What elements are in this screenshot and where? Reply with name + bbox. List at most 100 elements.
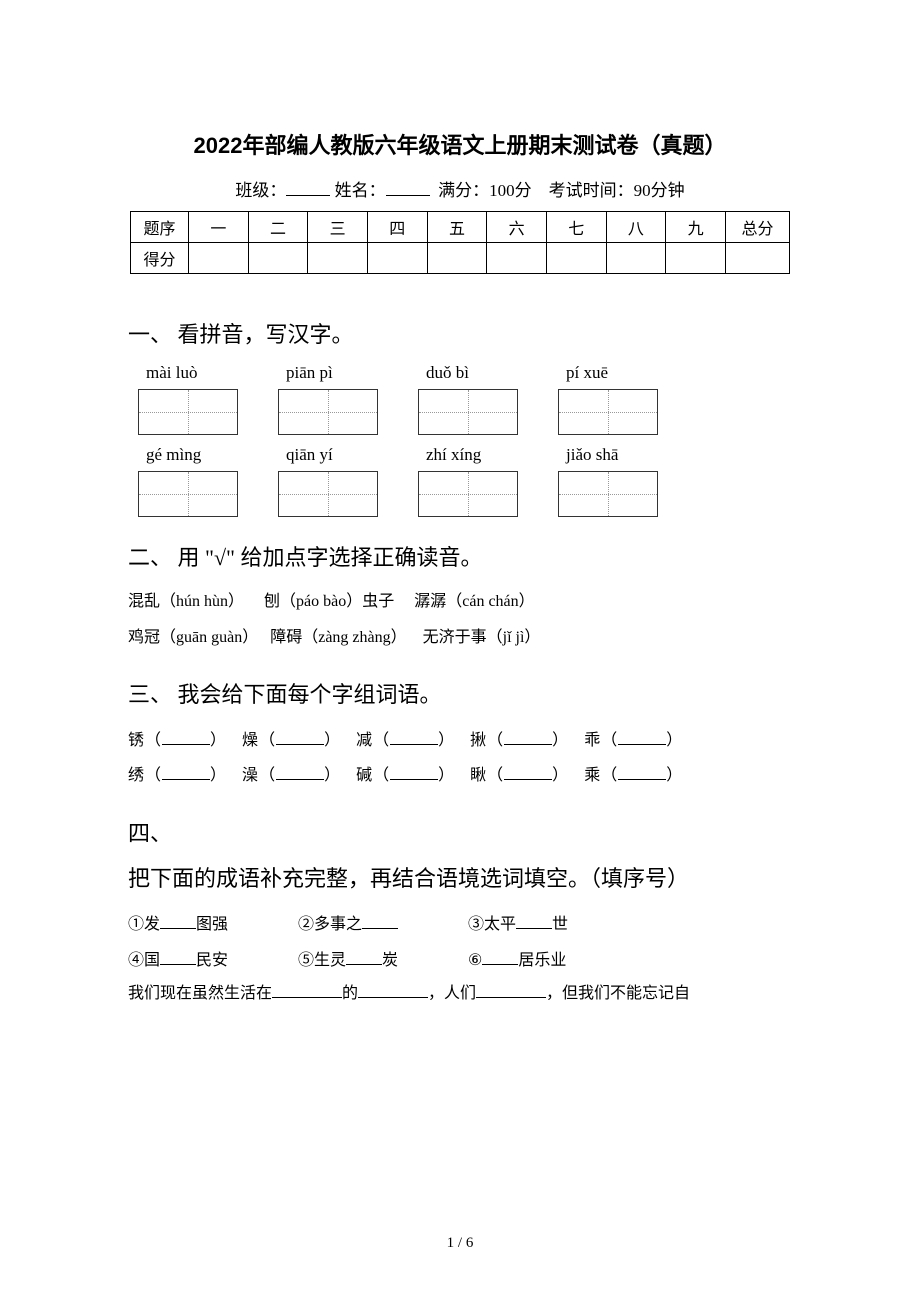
pinyin-label: mài luò bbox=[146, 363, 246, 383]
char-box[interactable] bbox=[278, 389, 378, 435]
cell[interactable] bbox=[308, 243, 368, 274]
char-box-row bbox=[138, 389, 792, 435]
q2-line: 混乱（hún hùn） 刨（páo bào）虫子 潺潺（cán chán） bbox=[128, 586, 792, 618]
fill-blank[interactable] bbox=[390, 729, 438, 745]
fill-blank[interactable] bbox=[482, 949, 518, 965]
full-score: 满分：100分 bbox=[438, 181, 532, 200]
q4-subheading: 把下面的成语补充完整，再结合语境选词填空。（填序号） bbox=[128, 862, 792, 895]
class-blank[interactable] bbox=[286, 179, 330, 196]
name-blank[interactable] bbox=[386, 179, 430, 196]
text: 的 bbox=[342, 985, 358, 1002]
cell[interactable] bbox=[487, 243, 547, 274]
q3-char: 减 bbox=[356, 732, 373, 749]
name-label: 姓名： bbox=[335, 181, 386, 200]
cell[interactable] bbox=[726, 243, 790, 274]
cell[interactable] bbox=[367, 243, 427, 274]
fill-blank[interactable] bbox=[358, 982, 428, 998]
fill-blank[interactable] bbox=[162, 729, 210, 745]
q4-sentence: 我们现在虽然生活在 的 ，人们 ，但我们不能忘记自 bbox=[128, 978, 792, 1010]
page-footer: 1 / 6 bbox=[0, 1235, 920, 1252]
fill-blank[interactable] bbox=[516, 913, 552, 929]
cell[interactable] bbox=[189, 243, 249, 274]
q2-item: 潺潺（cán chán） bbox=[414, 593, 534, 610]
fill-blank[interactable] bbox=[476, 982, 546, 998]
char-box-row bbox=[138, 471, 792, 517]
q3-char: 乖 bbox=[584, 732, 601, 749]
fill-blank[interactable] bbox=[162, 764, 210, 780]
char-box[interactable] bbox=[418, 389, 518, 435]
char-box[interactable] bbox=[558, 389, 658, 435]
pinyin-label: duǒ bì bbox=[426, 363, 526, 383]
char-box[interactable] bbox=[278, 471, 378, 517]
q1-heading: 一、 看拼音，写汉字。 bbox=[128, 318, 792, 351]
cell: 总分 bbox=[726, 212, 790, 243]
exam-time: 考试时间：90分钟 bbox=[549, 181, 685, 200]
fill-blank[interactable] bbox=[160, 949, 196, 965]
fill-blank[interactable] bbox=[504, 729, 552, 745]
q4-item: ①发图强 bbox=[128, 907, 298, 942]
score-table: 题序 一 二 三 四 五 六 七 八 九 总分 得分 bbox=[130, 211, 790, 274]
cell[interactable] bbox=[248, 243, 308, 274]
q4-row: ④国民安 ⑤生灵炭 ⑥居乐业 bbox=[128, 943, 792, 978]
char-box[interactable] bbox=[418, 471, 518, 517]
q2-item: 刨（páo bào）虫子 bbox=[264, 593, 394, 610]
cell: 一 bbox=[189, 212, 249, 243]
char-box[interactable] bbox=[138, 389, 238, 435]
q3-row: 绣（） 澡（） 碱（） 瞅（） 乘（） bbox=[128, 758, 792, 793]
pinyin-label: gé mìng bbox=[146, 445, 246, 465]
fill-blank[interactable] bbox=[618, 764, 666, 780]
cell[interactable] bbox=[427, 243, 487, 274]
text: ，人们 bbox=[428, 985, 476, 1002]
q2-item: 无济于事（jǐ jì） bbox=[423, 629, 541, 646]
q4-item: ④国民安 bbox=[128, 943, 298, 978]
pinyin-label: pí xuē bbox=[566, 363, 666, 383]
fill-blank[interactable] bbox=[160, 913, 196, 929]
fill-blank[interactable] bbox=[272, 982, 342, 998]
char-box[interactable] bbox=[558, 471, 658, 517]
cell: 题序 bbox=[131, 212, 189, 243]
q3-char: 瞅 bbox=[470, 767, 487, 784]
fill-blank[interactable] bbox=[504, 764, 552, 780]
text: 我们现在虽然生活在 bbox=[128, 985, 272, 1002]
table-row: 得分 bbox=[131, 243, 790, 274]
pinyin-label: zhí xíng bbox=[426, 445, 526, 465]
table-row: 题序 一 二 三 四 五 六 七 八 九 总分 bbox=[131, 212, 790, 243]
cell: 七 bbox=[546, 212, 606, 243]
fill-blank[interactable] bbox=[362, 913, 398, 929]
q2-heading: 二、 用 "√" 给加点字选择正确读音。 bbox=[128, 541, 792, 574]
q3-char: 绣 bbox=[128, 767, 145, 784]
q4-heading: 四、 bbox=[128, 817, 792, 850]
q2-line: 鸡冠（guān guàn） 障碍（zàng zhàng） 无济于事（jǐ jì） bbox=[128, 622, 792, 654]
text: ，但我们不能忘记自 bbox=[546, 985, 690, 1002]
q3-char: 乘 bbox=[584, 767, 601, 784]
q3-char: 锈 bbox=[128, 732, 145, 749]
cell: 五 bbox=[427, 212, 487, 243]
pinyin-label: jiǎo shā bbox=[566, 445, 666, 465]
q2-item: 障碍（zàng zhàng） bbox=[270, 629, 406, 646]
fill-blank[interactable] bbox=[276, 729, 324, 745]
cell: 得分 bbox=[131, 243, 189, 274]
q2-item: 混乱（hún hùn） bbox=[128, 593, 244, 610]
q4-item: ⑤生灵炭 bbox=[298, 943, 468, 978]
fill-blank[interactable] bbox=[618, 729, 666, 745]
cell[interactable] bbox=[666, 243, 726, 274]
fill-blank[interactable] bbox=[346, 949, 382, 965]
q4-item: ⑥居乐业 bbox=[468, 943, 638, 978]
cell: 四 bbox=[367, 212, 427, 243]
pinyin-label: qiān yí bbox=[286, 445, 386, 465]
pinyin-row: mài luò piān pì duǒ bì pí xuē bbox=[146, 363, 792, 383]
fill-blank[interactable] bbox=[276, 764, 324, 780]
cell: 八 bbox=[606, 212, 666, 243]
cell: 九 bbox=[666, 212, 726, 243]
char-box[interactable] bbox=[138, 471, 238, 517]
q3-char: 碱 bbox=[356, 767, 373, 784]
q3-char: 揪 bbox=[470, 732, 487, 749]
pinyin-row: gé mìng qiān yí zhí xíng jiǎo shā bbox=[146, 445, 792, 465]
cell[interactable] bbox=[606, 243, 666, 274]
class-label: 班级： bbox=[235, 181, 286, 200]
q4-item: ③太平世 bbox=[468, 907, 638, 942]
cell: 三 bbox=[308, 212, 368, 243]
cell[interactable] bbox=[546, 243, 606, 274]
fill-blank[interactable] bbox=[390, 764, 438, 780]
cell: 二 bbox=[248, 212, 308, 243]
